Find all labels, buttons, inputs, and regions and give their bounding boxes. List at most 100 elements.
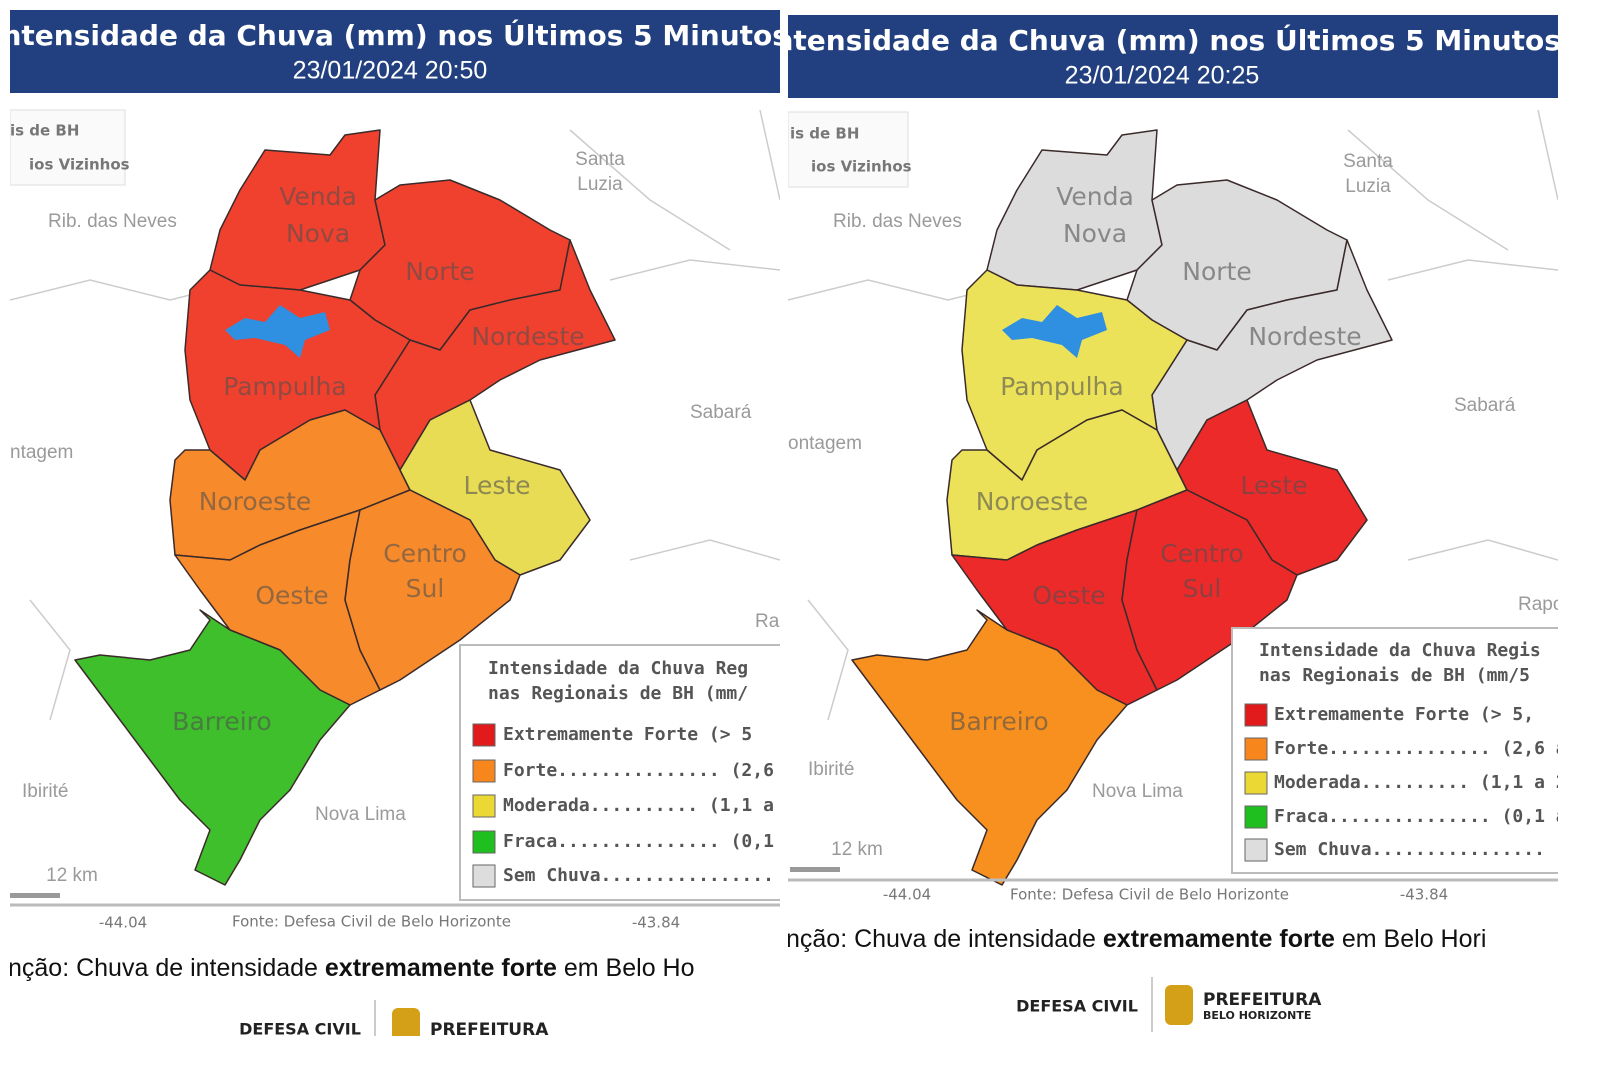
place-label: Ra: [755, 611, 780, 632]
region-label: Nordeste: [471, 322, 584, 351]
region: [344, 489, 521, 691]
border-line: [569, 129, 731, 251]
legend-item: Sem Chuva................ (: [503, 865, 796, 886]
legend-item: Fraca............... (0,1 a: [503, 831, 796, 852]
alert-after: em Belo Ho: [557, 954, 695, 982]
panel: Intensidade da Chuva (mm) nos Últimos 5 …: [0, 10, 796, 1040]
logo-prefeitura: PREFEITURA: [430, 1020, 549, 1040]
header-datetime: 23/01/2024 20:25: [1065, 62, 1260, 90]
header-bar: [788, 15, 1558, 98]
inset-label: ios Vizinhos: [811, 158, 912, 176]
header-title: Intensidade da Chuva (mm) nos Últimos 5 …: [763, 23, 1561, 57]
logo-prefeitura: PREFEITURA: [1203, 990, 1322, 1010]
region-label: Venda: [1056, 182, 1134, 211]
place-label: Nova Lima: [315, 804, 406, 825]
legend-box: [459, 644, 780, 901]
region-label: Noroeste: [199, 487, 312, 516]
alert-before: nção: Chuva de intensidade: [786, 925, 1103, 953]
lake: [225, 305, 330, 358]
scale-label: 12 km: [46, 865, 98, 886]
inset-label: is de BH: [790, 125, 859, 143]
place-label: ntagem: [10, 442, 73, 463]
coord-label: -43.84: [1400, 886, 1448, 904]
scale-bar: [790, 867, 840, 872]
alert: nção: Chuva de intensidade extremamente …: [786, 925, 1486, 953]
region-label: Leste: [1240, 471, 1307, 500]
legend-swatch: [1244, 805, 1268, 829]
border-line: [609, 259, 780, 281]
legend-swatch: [472, 723, 496, 747]
region-label: Sul: [1183, 574, 1222, 603]
place-label: Santa: [575, 149, 625, 170]
panel: Intensidade da Chuva (mm) nos Últimos 5 …: [763, 15, 1588, 1032]
legend-title: Intensidade da Chuva Regis: [1259, 640, 1541, 661]
alert-before: nção: Chuva de intensidade: [8, 954, 325, 982]
coord-label: -43.84: [632, 914, 680, 932]
legend-swatch: [1244, 703, 1268, 727]
logo-defesa: DEFESA CIVIL: [239, 1020, 361, 1039]
legend-title: nas Regionais de BH (mm/: [488, 683, 748, 704]
legend-title: nas Regionais de BH (mm/5: [1259, 665, 1530, 686]
legend-item: Extremamente Forte (> 5,: [1274, 704, 1534, 725]
place-label: ontagem: [788, 433, 862, 454]
legend-swatch: [1244, 838, 1268, 862]
place-label: Sabará: [690, 402, 752, 423]
border-line: [1407, 539, 1558, 561]
lake: [1002, 305, 1107, 358]
legend-item: Fraca............... (0,1 a 1: [1274, 806, 1588, 827]
legend-item: Moderada.......... (1,1 a: [503, 795, 774, 816]
legend-item: Moderada.......... (1,1 a 2: [1274, 772, 1567, 793]
region-label: Pampulha: [1000, 372, 1123, 401]
region-label: Nova: [1063, 219, 1127, 248]
header-bar: [10, 10, 780, 93]
region-label: Sul: [406, 574, 445, 603]
logo-defesa: DEFESA CIVIL: [1016, 997, 1138, 1016]
legend-swatch: [472, 759, 496, 783]
legend-item: Extremamente Forte (> 5: [503, 724, 752, 745]
region-label: Barreiro: [172, 707, 271, 736]
legend-swatch: [472, 794, 496, 818]
alert-after: em Belo Hori: [1335, 925, 1486, 953]
region-label: Centro: [383, 539, 467, 568]
coord-label: -44.04: [883, 886, 931, 904]
header-title: Intensidade da Chuva (mm) nos Últimos 5 …: [0, 18, 789, 52]
inset-box: [788, 111, 909, 188]
region-label: Barreiro: [949, 707, 1048, 736]
border-line: [807, 599, 849, 721]
place-label: Nova Lima: [1092, 781, 1183, 802]
header-datetime: 23/01/2024 20:50: [293, 57, 488, 85]
inset-label: ios Vizinhos: [29, 156, 130, 174]
region: [851, 609, 1128, 886]
border-line: [1347, 129, 1509, 251]
legend-title: Intensidade da Chuva Reg: [488, 658, 748, 679]
alert: nção: Chuva de intensidade extremamente …: [8, 954, 695, 982]
region-label: Leste: [463, 471, 530, 500]
legend-item: Sem Chuva................ (0: [1274, 839, 1577, 860]
place-label: Rib. das Neves: [833, 211, 962, 232]
border-line: [629, 539, 780, 561]
border-line: [29, 599, 71, 721]
scale-label: 12 km: [831, 839, 883, 860]
logo-emblem: [1165, 985, 1193, 1025]
region-label: Oeste: [1032, 581, 1105, 610]
legend-box: [1231, 627, 1558, 874]
place-label: Luzia: [577, 174, 623, 195]
place-label: Sabará: [1454, 395, 1516, 416]
source: Fonte: Defesa Civil de Belo Horizonte: [232, 913, 511, 931]
inset-box: [10, 109, 126, 186]
legend-swatch: [1244, 737, 1268, 761]
legend-item: Forte............... (2,6 a: [503, 760, 796, 781]
place-label: Rib. das Neves: [48, 211, 177, 232]
region: [74, 609, 351, 886]
place-label: Ibirité: [808, 759, 854, 780]
region-label: Nova: [286, 219, 350, 248]
place-label: Rapo: [1518, 594, 1563, 615]
border-line: [1537, 109, 1558, 201]
legend-swatch: [472, 864, 496, 888]
place-label: Santa: [1343, 151, 1393, 172]
place-label: Ibirité: [22, 781, 68, 802]
alert-emphasis: extremamente forte: [325, 954, 557, 982]
region-label: Nordeste: [1248, 322, 1361, 351]
region-label: Norte: [405, 257, 474, 286]
logo-city: BELO HORIZONTE: [1203, 1009, 1311, 1022]
